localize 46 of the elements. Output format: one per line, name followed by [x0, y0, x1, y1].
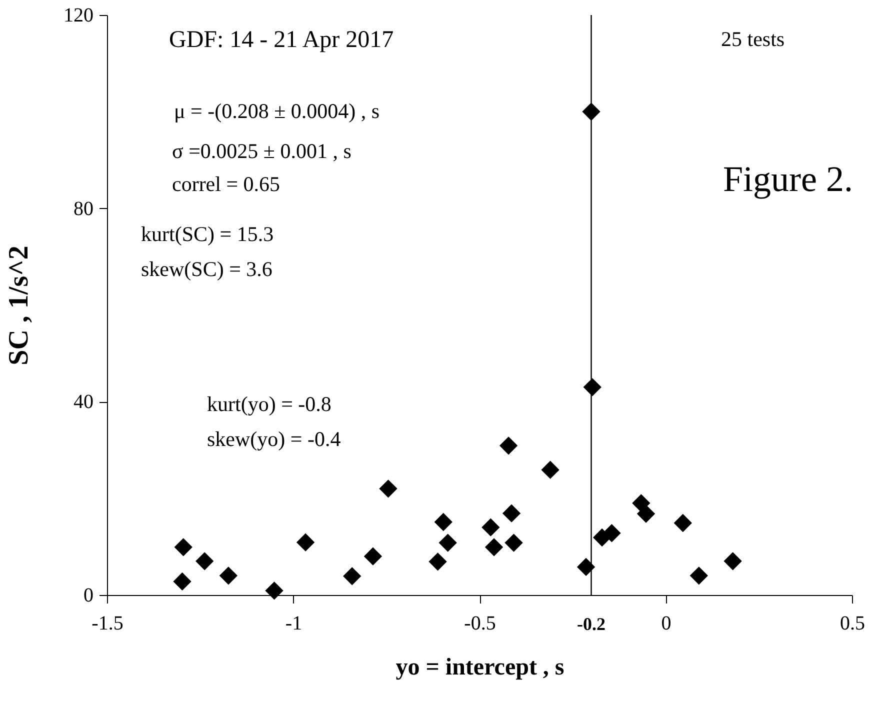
annotation: μ = -(0.208 ± 0.0004) , s	[174, 99, 380, 123]
point	[265, 582, 284, 600]
point	[636, 504, 656, 523]
point	[428, 552, 447, 571]
point	[674, 514, 692, 532]
point	[296, 533, 315, 552]
point	[504, 534, 523, 552]
x-tick-label: 0.5	[840, 612, 865, 634]
point	[502, 504, 521, 522]
point	[364, 547, 382, 566]
ref-line-label: -0.2	[577, 614, 606, 634]
point	[541, 460, 560, 479]
annotation: GDF: 14 - 21 Apr 2017	[169, 27, 394, 53]
x-tick-label: 0	[661, 612, 672, 634]
y-tick-label: 0	[84, 584, 94, 606]
point	[482, 518, 500, 536]
point	[173, 572, 192, 591]
point	[484, 538, 504, 556]
point	[379, 480, 398, 498]
point	[174, 538, 192, 556]
annotation: 25 tests	[721, 27, 785, 51]
x-tick-label: -0.5	[464, 612, 496, 634]
point	[438, 534, 457, 552]
point	[219, 566, 238, 585]
y-tick-label: 80	[74, 198, 94, 220]
annotation: skew(SC) = 3.6	[141, 257, 272, 281]
point	[343, 567, 362, 586]
point	[196, 552, 214, 570]
point	[576, 558, 596, 576]
y-tick-label: 120	[64, 4, 94, 26]
annotation: Figure 2.	[723, 159, 853, 199]
annotation: kurt(yo) = -0.8	[207, 392, 332, 416]
annotation: correl = 0.65	[172, 172, 280, 196]
y-axis-title: SC , 1/s^2	[4, 246, 34, 366]
annotation: skew(yo) = -0.4	[207, 427, 342, 451]
annotation: kurt(SC) = 15.3	[141, 222, 274, 246]
x-tick-label: -1	[285, 612, 302, 634]
point	[724, 552, 742, 570]
annotation: σ =0.0025 ± 0.001 , s	[172, 139, 352, 163]
x-tick-label: -1.5	[92, 612, 124, 634]
x-axis-title: yo = intercept , s	[396, 654, 564, 680]
point	[434, 512, 452, 532]
point	[690, 566, 708, 585]
point	[499, 436, 518, 455]
point	[602, 524, 621, 542]
y-tick-label: 40	[74, 391, 94, 414]
